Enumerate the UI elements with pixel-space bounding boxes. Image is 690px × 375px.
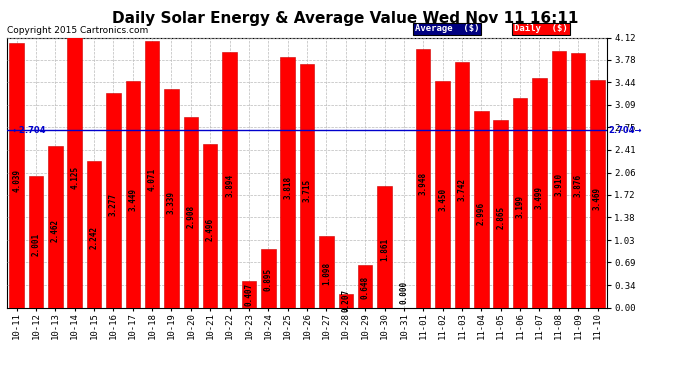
Text: 2.865: 2.865 — [496, 206, 505, 229]
Text: 3.499: 3.499 — [535, 186, 544, 209]
Bar — [319, 236, 334, 308]
Bar — [87, 160, 101, 308]
Bar — [48, 146, 63, 308]
Bar — [222, 52, 237, 308]
Text: ←2.704: ←2.704 — [13, 126, 46, 135]
Text: 1.861: 1.861 — [380, 237, 389, 261]
Text: 3.469: 3.469 — [593, 187, 602, 210]
Bar — [358, 265, 373, 308]
Bar — [339, 294, 353, 307]
Bar — [474, 111, 489, 308]
Text: 3.818: 3.818 — [283, 176, 292, 199]
Text: Average  ($): Average ($) — [415, 24, 480, 33]
Bar — [551, 51, 566, 308]
Bar — [532, 78, 546, 308]
Text: 3.199: 3.199 — [515, 195, 524, 218]
Text: 2.996: 2.996 — [477, 202, 486, 225]
Text: 3.277: 3.277 — [109, 193, 118, 216]
Bar — [126, 81, 140, 308]
Text: 2.908: 2.908 — [186, 204, 195, 228]
Bar — [106, 93, 121, 308]
Bar — [377, 186, 392, 308]
Text: 2.462: 2.462 — [51, 219, 60, 242]
Bar — [164, 88, 179, 308]
Bar — [68, 37, 82, 308]
Bar — [10, 43, 24, 308]
Text: 0.648: 0.648 — [361, 276, 370, 298]
Text: 2.242: 2.242 — [90, 225, 99, 249]
Text: 0.000: 0.000 — [400, 281, 408, 304]
Bar — [241, 281, 256, 308]
Text: 2.704→: 2.704→ — [609, 126, 642, 135]
Text: 4.071: 4.071 — [148, 168, 157, 191]
Bar — [435, 81, 450, 308]
Bar — [493, 120, 508, 308]
Text: 3.894: 3.894 — [225, 174, 234, 196]
Bar — [145, 41, 159, 308]
Text: 3.339: 3.339 — [167, 191, 176, 214]
Text: 4.125: 4.125 — [70, 166, 79, 189]
Text: Daily  ($): Daily ($) — [514, 24, 568, 33]
Text: 1.098: 1.098 — [322, 261, 331, 285]
Text: 3.876: 3.876 — [573, 174, 582, 197]
Text: Daily Solar Energy & Average Value Wed Nov 11 16:11: Daily Solar Energy & Average Value Wed N… — [112, 11, 578, 26]
Text: 4.039: 4.039 — [12, 169, 21, 192]
Text: 2.001: 2.001 — [32, 233, 41, 256]
Bar — [590, 80, 604, 308]
Text: 3.450: 3.450 — [438, 188, 447, 210]
Text: 3.449: 3.449 — [128, 188, 137, 211]
Text: Copyright 2015 Cartronics.com: Copyright 2015 Cartronics.com — [7, 26, 148, 35]
Bar — [261, 249, 275, 308]
Text: 3.742: 3.742 — [457, 178, 466, 201]
Text: 0.895: 0.895 — [264, 268, 273, 291]
Bar — [203, 144, 217, 308]
Text: 2.496: 2.496 — [206, 217, 215, 240]
Bar — [29, 176, 43, 308]
Bar — [416, 49, 431, 308]
Bar — [299, 64, 315, 308]
Bar — [280, 57, 295, 308]
Bar — [184, 117, 198, 308]
Text: 0.207: 0.207 — [342, 289, 351, 312]
Bar — [455, 62, 469, 308]
Bar — [513, 98, 527, 308]
Text: 3.948: 3.948 — [419, 172, 428, 195]
Text: 3.910: 3.910 — [554, 173, 563, 196]
Text: 3.715: 3.715 — [302, 179, 312, 202]
Bar — [571, 54, 585, 307]
Text: 0.407: 0.407 — [244, 283, 253, 306]
